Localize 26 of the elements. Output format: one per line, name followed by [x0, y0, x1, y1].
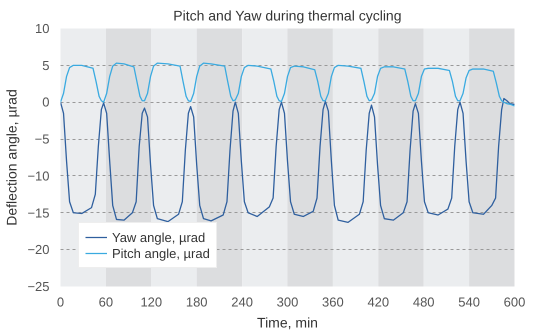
legend-label: Yaw angle, µrad — [112, 229, 206, 245]
line-series — [60, 62, 514, 107]
x-tick-label: 480 — [412, 294, 435, 310]
x-tick-label: 360 — [322, 294, 344, 310]
x-tick-label: 0 — [56, 294, 64, 310]
x-axis-title: Time, min — [257, 314, 318, 330]
y-tick-label: −15 — [27, 205, 50, 220]
y-tick-label: −25 — [27, 279, 50, 294]
legend-label: Pitch angle, µrad — [112, 245, 210, 261]
y-tick-label: 0 — [42, 94, 50, 110]
y-axis-title: Deflection angle, µrad — [3, 89, 20, 226]
x-tick-label: 180 — [186, 294, 208, 310]
y-tick-label: 10 — [35, 21, 50, 36]
chart-title: Pitch and Yaw during thermal cycling — [173, 8, 402, 24]
y-tick-label: 5 — [42, 58, 50, 73]
y-tick-label: −20 — [27, 242, 50, 258]
x-tick-label: 300 — [276, 294, 298, 310]
x-tick-label: 60 — [98, 294, 114, 310]
line-series — [60, 98, 514, 224]
x-tick-label: 420 — [367, 294, 390, 310]
x-tick-label: 540 — [458, 294, 480, 310]
y-tick-label: −10 — [27, 168, 50, 184]
x-tick-label: 120 — [140, 294, 162, 310]
y-tick-label: −5 — [34, 132, 50, 147]
x-tick-label: 600 — [504, 294, 526, 310]
x-tick-label: 240 — [231, 294, 253, 310]
